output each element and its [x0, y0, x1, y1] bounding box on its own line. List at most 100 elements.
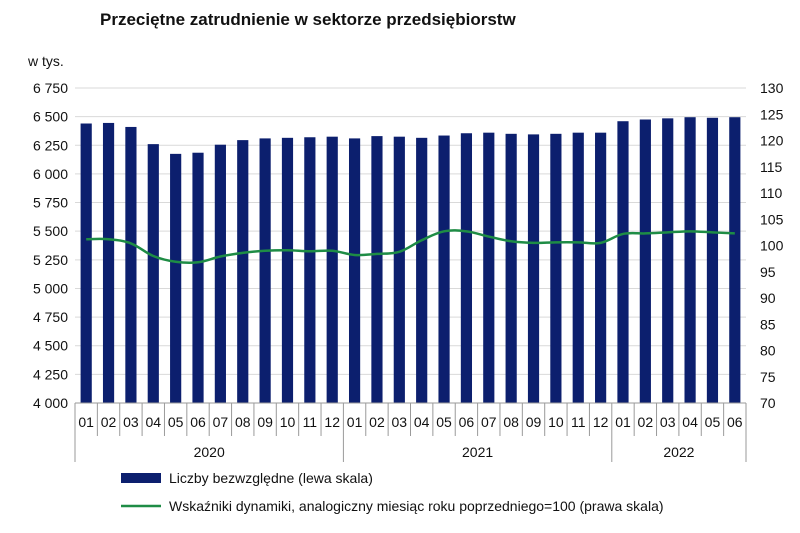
- bar-series: [80, 117, 741, 404]
- bar: [281, 137, 294, 403]
- bar: [729, 117, 741, 403]
- bar: [393, 136, 405, 403]
- bar: [527, 134, 540, 403]
- x-axis-year-labels: 2020 2021 2022: [194, 444, 695, 460]
- month-label: 06: [190, 414, 206, 430]
- bar: [102, 122, 115, 403]
- right-axis-tick-label: 75: [760, 369, 776, 385]
- left-axis-tick-label: 5 250: [33, 252, 68, 268]
- month-label: 08: [503, 414, 519, 430]
- month-label: 08: [235, 414, 251, 430]
- bar: [237, 140, 249, 404]
- month-label: 09: [526, 414, 542, 430]
- left-axis-tick-label: 5 000: [33, 280, 68, 296]
- month-label: 11: [571, 414, 586, 430]
- left-axis-tick-label: 4 250: [33, 366, 68, 382]
- month-label: 02: [638, 414, 654, 430]
- right-axis-tick-label: 85: [760, 316, 776, 332]
- chart-title: Przeciętne zatrudnienie w sektorze przed…: [100, 10, 516, 29]
- legend-bar-swatch: [121, 473, 161, 483]
- bar: [706, 117, 719, 404]
- right-axis-tick-label: 115: [760, 159, 783, 175]
- left-axis-tick-label: 6 000: [33, 166, 68, 182]
- month-label: 01: [347, 414, 363, 430]
- bar: [371, 136, 383, 404]
- right-axis-tick-label: 90: [760, 290, 776, 306]
- axes: [74, 402, 747, 462]
- left-axis-tick-label: 4 000: [33, 395, 68, 411]
- month-label: 10: [280, 414, 296, 430]
- legend-bar-label: Liczby bezwzględne (lewa skala): [169, 470, 373, 486]
- legend: Liczby bezwzględne (lewa skala) Wskaźniki…: [121, 470, 664, 514]
- bar: [147, 144, 159, 404]
- right-axis-ticks: 70 75 80 85 90 95 100 105 110 115 120 125 130: [760, 80, 784, 411]
- bar: [617, 121, 629, 403]
- month-label: 11: [303, 414, 318, 430]
- right-axis-tick-label: 80: [760, 343, 776, 359]
- bar: [505, 133, 517, 403]
- right-axis-tick-label: 110: [760, 185, 783, 201]
- bar: [684, 117, 696, 403]
- bar: [572, 132, 584, 403]
- bar: [348, 138, 361, 403]
- month-label: 06: [727, 414, 743, 430]
- right-axis-tick-label: 100: [760, 238, 784, 254]
- bar: [125, 126, 137, 403]
- bar: [214, 144, 226, 403]
- month-label: 03: [660, 414, 676, 430]
- bar: [550, 133, 562, 403]
- bar: [326, 136, 338, 403]
- bar: [483, 132, 495, 403]
- bar: [438, 135, 450, 403]
- bar: [460, 133, 473, 403]
- bar: [416, 137, 428, 403]
- right-axis-tick-label: 95: [760, 264, 776, 280]
- month-label: 09: [257, 414, 273, 430]
- month-label: 04: [414, 414, 430, 430]
- month-label: 02: [101, 414, 117, 430]
- bar: [304, 137, 316, 403]
- dynamics-line: [86, 229, 735, 265]
- month-label: 04: [145, 414, 161, 430]
- right-axis-tick-label: 125: [760, 106, 784, 122]
- bar: [595, 132, 607, 403]
- bar: [170, 153, 182, 403]
- right-axis-tick-label: 130: [760, 80, 784, 96]
- month-label: 06: [459, 414, 475, 430]
- left-axis-tick-label: 6 750: [33, 80, 68, 96]
- month-label: 10: [548, 414, 564, 430]
- bar: [192, 152, 204, 403]
- month-label: 02: [369, 414, 385, 430]
- bar: [662, 118, 674, 403]
- month-label: 05: [436, 414, 452, 430]
- month-label: 05: [705, 414, 721, 430]
- left-axis-unit-label: w tys.: [27, 53, 64, 69]
- left-axis-tick-label: 6 250: [33, 137, 68, 153]
- left-axis-tick-label: 6 500: [33, 109, 68, 125]
- left-axis-ticks: 4 000 4 250 4 500 4 750 5 000 5 250 5 500 5 750…: [33, 80, 68, 411]
- month-label: 12: [593, 414, 609, 430]
- bar: [639, 119, 651, 403]
- bar: [80, 123, 92, 403]
- month-label: 04: [682, 414, 698, 430]
- left-axis-tick-label: 5 750: [33, 195, 68, 211]
- legend-line-label: Wskaźniki dynamiki, analogiczny miesiąc …: [169, 498, 664, 514]
- bar: [259, 138, 271, 403]
- month-label: 01: [615, 414, 631, 430]
- x-axis-month-labels: 01 02 03 04 05 06 07 08 09 10 11 12 01 02 03 04 05 06 07 08…: [78, 414, 742, 430]
- left-axis-tick-label: 5 500: [33, 223, 68, 239]
- month-label: 12: [324, 414, 340, 430]
- month-label: 03: [392, 414, 408, 430]
- right-axis-tick-label: 120: [760, 133, 784, 149]
- year-label: 2020: [194, 444, 225, 460]
- year-label: 2022: [663, 444, 694, 460]
- left-axis-tick-label: 4 500: [33, 338, 68, 354]
- month-label: 05: [168, 414, 184, 430]
- right-axis-tick-label: 70: [760, 395, 776, 411]
- month-label: 07: [481, 414, 497, 430]
- month-label: 03: [123, 414, 139, 430]
- left-axis-tick-label: 4 750: [33, 309, 68, 325]
- year-label: 2021: [462, 444, 493, 460]
- gridlines: [75, 87, 746, 404]
